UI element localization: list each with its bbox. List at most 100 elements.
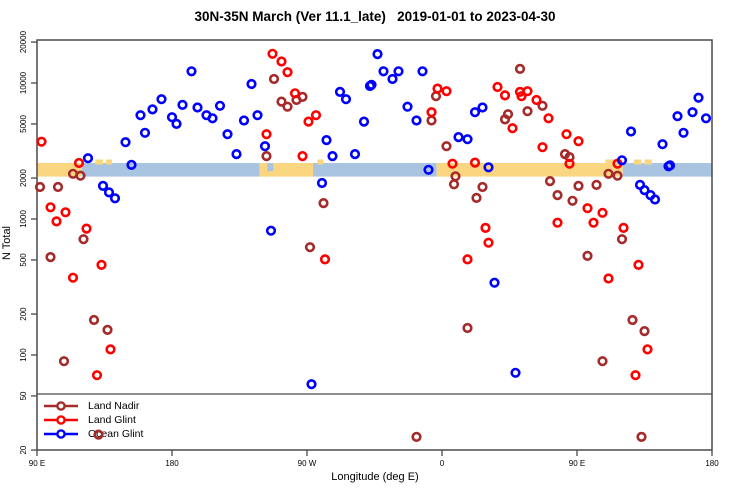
data-point [97,180,109,191]
surface-band-island [644,159,652,165]
data-point [387,73,398,85]
data-point [630,370,641,381]
data-point [186,66,197,77]
data-point [105,344,116,355]
data-point [139,127,151,138]
data-point [34,181,46,193]
data-point [276,56,287,67]
data-point [469,107,481,118]
data-point [453,132,464,143]
x-tick-label: 90 W [298,459,317,468]
surface-band-segment [82,163,260,177]
x-tick-label: 0 [440,459,445,468]
legend-swatch-ocean-glint-icon [44,429,78,439]
data-point [411,431,422,443]
y-tick-label: 20000 [19,30,28,53]
y-tick-label: 500 [19,253,28,267]
data-point [625,126,637,137]
data-point [103,187,115,198]
data-point [477,181,488,193]
data-point [448,179,460,190]
data-point [700,113,712,124]
data-point [616,155,628,166]
x-tick-label: 180 [705,459,719,468]
data-point [52,181,64,193]
data-point [564,158,575,169]
series-land-glint [36,48,653,381]
data-point [573,136,584,147]
data-point [231,149,242,160]
data-point [510,367,521,378]
data-point [423,164,434,175]
data-point [306,379,317,390]
data-point [639,326,650,337]
data-point [372,48,383,60]
data-point [67,272,79,283]
data-point [514,63,526,74]
data-point [411,115,422,126]
data-point [462,254,473,265]
data-point [672,111,683,122]
data-point [499,114,511,125]
legend-label: Land Nadir [88,399,140,412]
surface-band-island [634,159,642,165]
surface-band-segment [436,163,623,177]
data-point [319,254,331,265]
data-point [426,115,437,126]
data-point [207,113,218,124]
y-tick-label: 100 [19,348,28,362]
surface-band-segment [37,163,82,177]
data-point [349,149,361,160]
data-point [378,66,389,77]
data-point [447,158,458,169]
data-point [426,107,437,118]
data-point [58,356,70,367]
data-point [582,203,593,214]
data-point [166,112,178,123]
data-point [603,168,614,179]
y-tick-label: 20 [19,445,28,454]
data-point [483,162,494,173]
data-point [591,179,602,190]
data-point [597,356,608,367]
data-point [82,153,94,164]
data-point [633,259,644,271]
data-point [120,137,131,148]
data-point [441,86,452,97]
data-point [537,142,548,153]
data-point [177,99,188,110]
data-point [334,86,346,97]
data-point [318,198,329,209]
data-point [222,129,233,140]
data-point [282,67,293,78]
y-tick-label: 200 [19,307,28,321]
data-point [321,135,332,146]
x-tick-label: 90 E [569,459,585,468]
data-point [327,151,338,162]
data-point [276,96,287,107]
data-point [483,237,494,248]
x-tick-label: 180 [165,459,179,468]
data-point [657,139,668,150]
data-point [636,431,647,443]
data-point [642,344,653,355]
data-point [477,102,488,113]
data-point [514,86,526,97]
data-point [267,48,278,59]
data-point [238,115,250,126]
data-point [597,207,608,218]
data-point [282,101,293,112]
data-point [402,101,413,112]
data-point [171,118,182,129]
data-point [492,81,503,93]
data-point [366,79,377,90]
data-point [480,222,491,233]
data-point [310,110,322,121]
y-tick-label: 1000 [19,210,28,228]
data-point [552,217,563,228]
data-point [45,252,56,263]
data-point [543,113,554,124]
surface-band-segment [313,163,437,177]
data-point [544,176,556,187]
